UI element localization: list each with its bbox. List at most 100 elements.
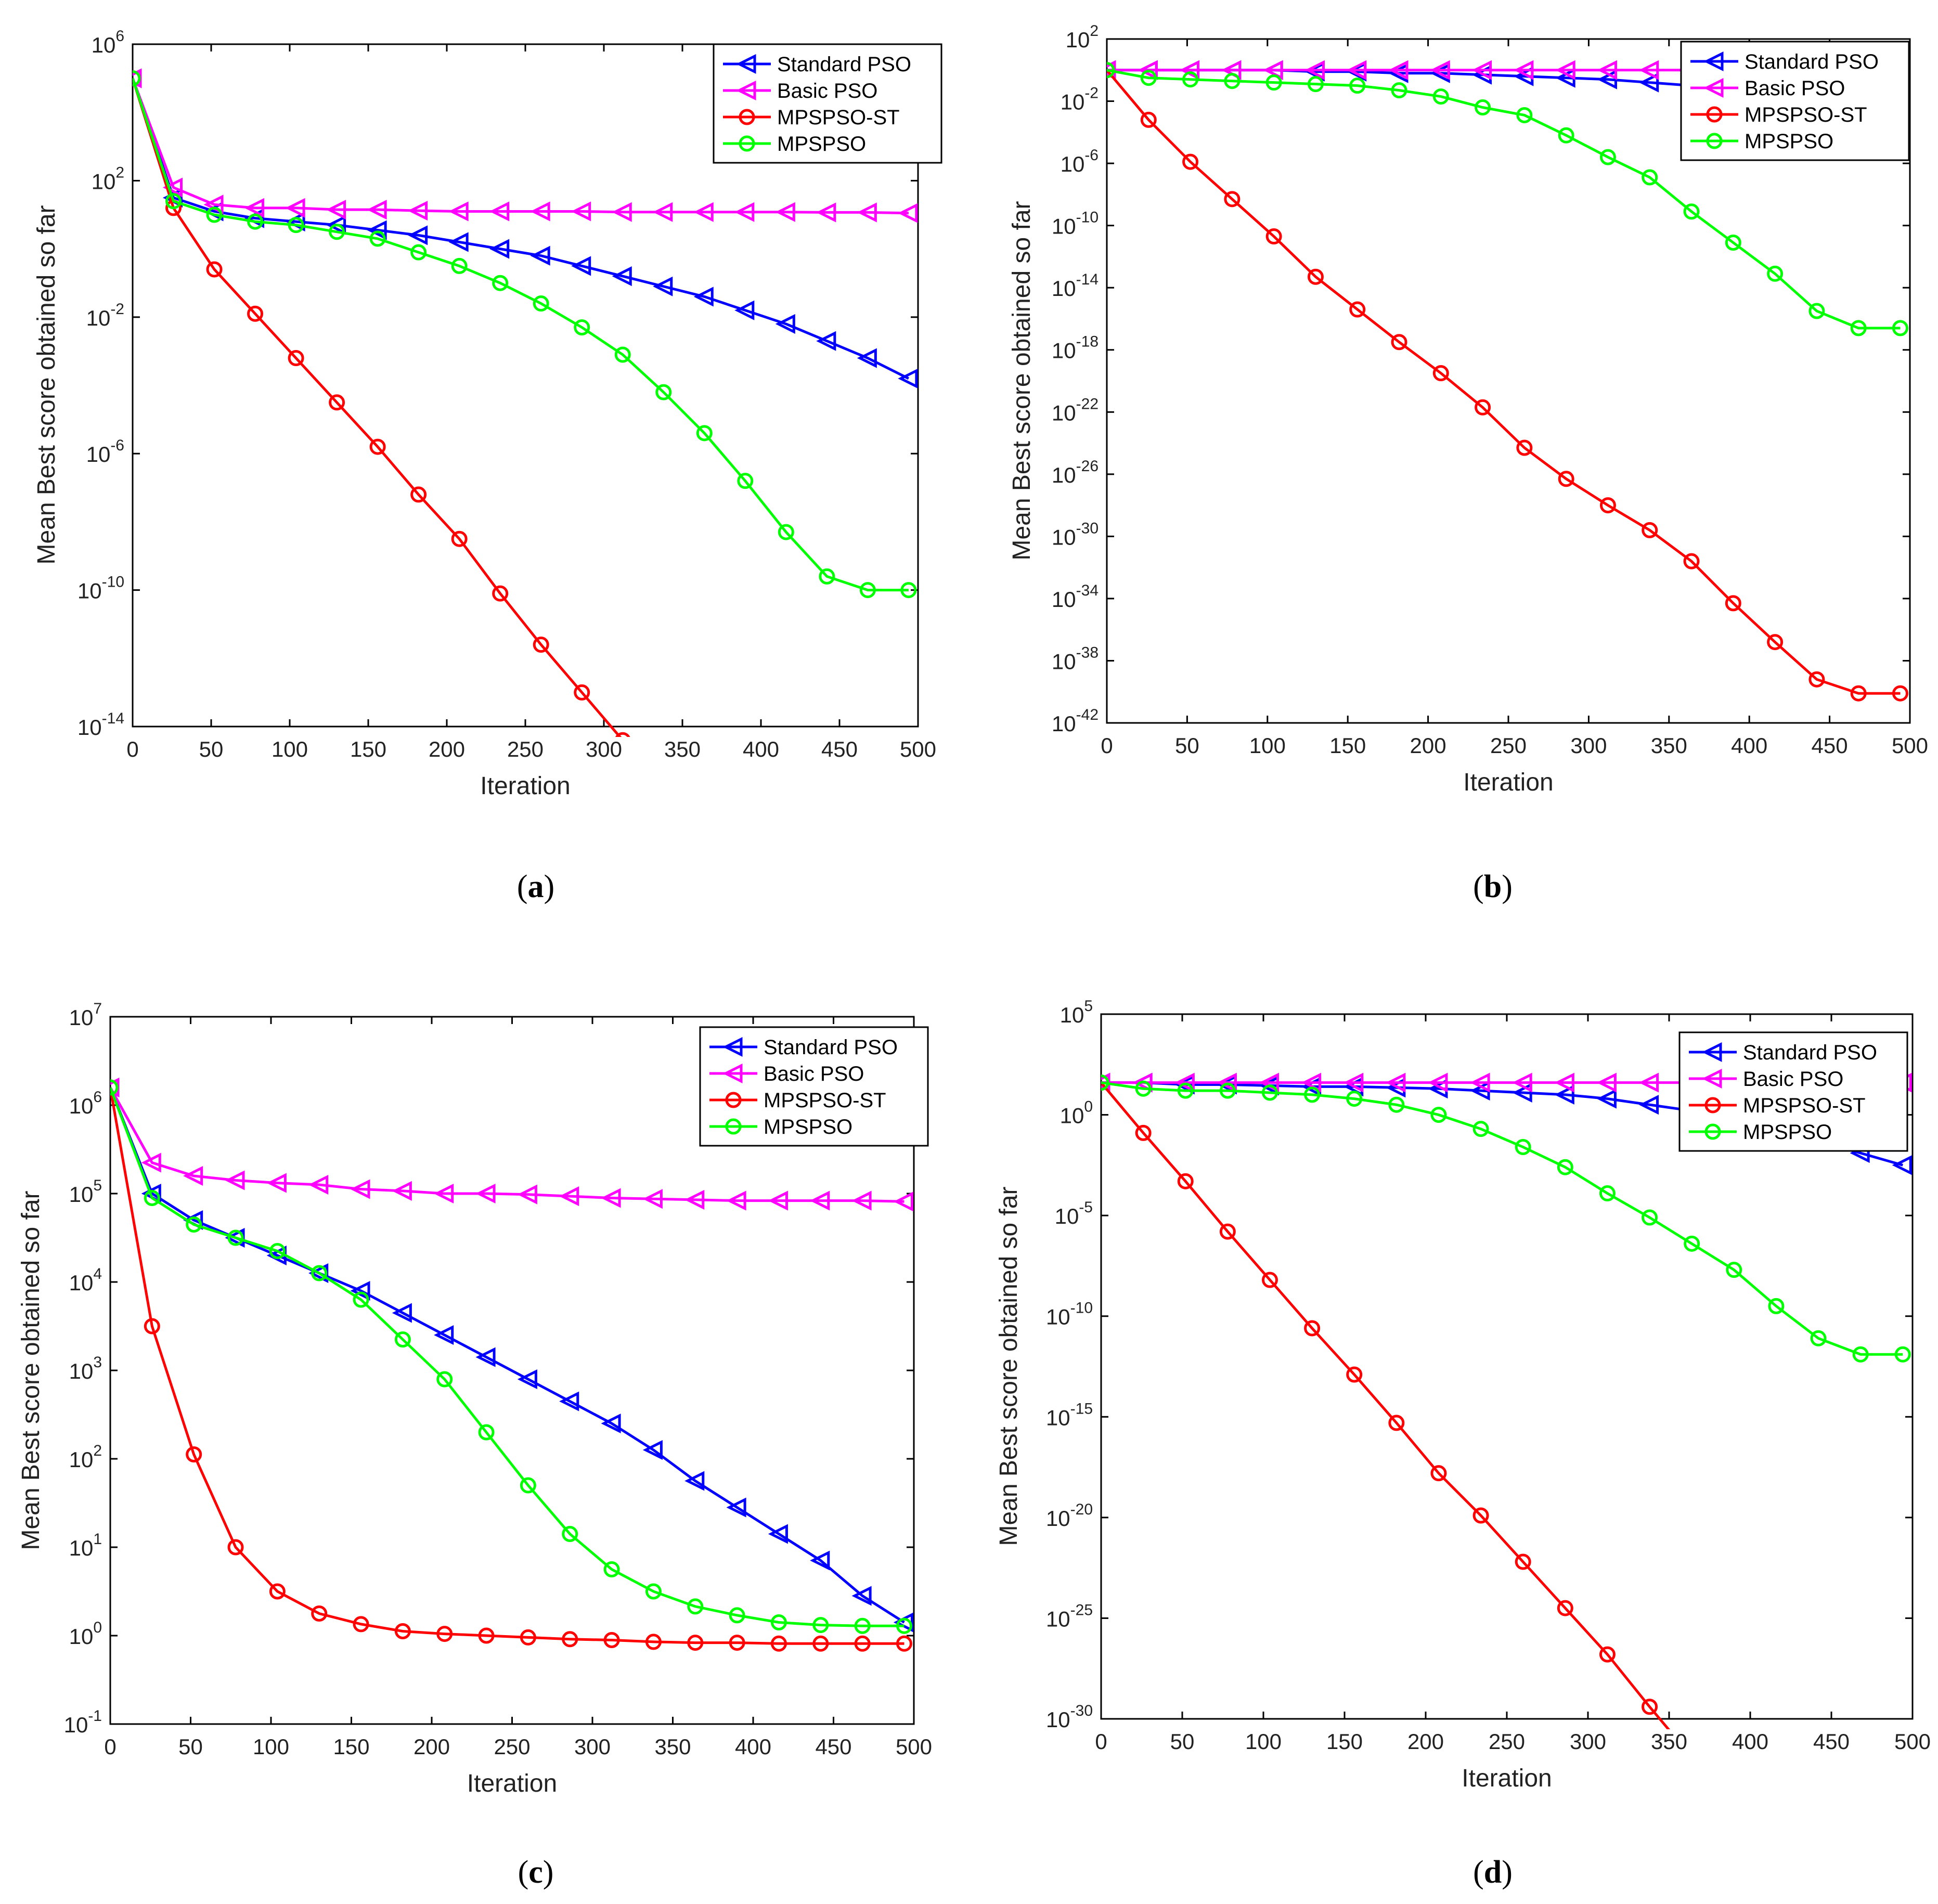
data-point [326,200,346,220]
data-point [896,1617,912,1634]
data-point [410,244,427,261]
data-point [206,206,223,223]
x-axis-label: Iteration [1462,1765,1552,1792]
x-tick-label: 500 [1892,733,1928,758]
series-line-mpspso-st [1101,1082,1671,1729]
legend-entry: Standard PSO [777,53,911,76]
data-point [1307,268,1324,285]
data-point [285,198,305,218]
data-point [684,1471,705,1491]
data-point [533,637,549,653]
y-tick-label: 10-22 [1052,395,1099,425]
data-point [1852,1346,1869,1363]
data-point [859,582,876,599]
data-point [350,1179,370,1199]
legend-marker [739,135,755,152]
data-point [1599,1185,1616,1202]
y-tick-label: 10-18 [1052,333,1099,363]
data-point [1101,1074,1109,1091]
data-point [408,225,428,245]
y-tick-label: 10-2 [86,301,124,330]
data-point [574,684,590,701]
data-point [857,202,877,223]
data-point [475,1183,496,1204]
data-point [247,305,264,322]
data-point [1767,265,1784,282]
data-point [768,1524,788,1544]
data-point [353,1291,369,1308]
data-point [645,1583,662,1600]
data-point [1597,69,1617,89]
data-point [642,1440,663,1460]
data-point [410,486,427,503]
data-point [478,1627,495,1644]
data-point [697,829,711,843]
x-axis-label: Iteration [1463,769,1553,796]
y-tick-label: 10-14 [77,710,124,740]
data-point [1219,1082,1236,1099]
data-point [1304,1086,1321,1103]
data-point [559,1391,579,1411]
data-point [851,1190,872,1211]
data-point [812,1617,829,1634]
data-point [367,220,387,240]
data-point [144,1318,160,1335]
data-point [612,266,632,287]
data-point [1812,1885,1825,1899]
data-point [1683,203,1700,220]
data-point [812,1635,829,1652]
data-point [448,201,469,222]
series-layer [110,1077,913,1652]
x-tick-label: 250 [494,1734,530,1759]
data-point [1138,60,1158,80]
legend-marker [1702,1068,1722,1089]
data-point [520,1477,536,1494]
data-point [517,1369,537,1390]
legend-entry: Basic PSO [777,80,877,102]
data-point [1432,88,1449,105]
legend-marker [736,54,756,74]
data-point [1347,60,1367,80]
x-tick-label: 0 [104,1734,116,1759]
data-point [247,213,264,230]
y-tick-label: 10-6 [86,437,124,467]
data-point [369,230,386,247]
x-tick-label: 150 [350,737,386,761]
data-point [133,70,141,87]
y-tick-label: 106 [69,1089,102,1118]
data-point [1599,497,1616,514]
data-point [520,1629,536,1646]
x-tick-label: 400 [743,737,779,761]
data-point [1265,74,1282,91]
data-point [186,1216,202,1233]
data-point [367,200,387,220]
data-point [642,1189,663,1209]
legend-marker [739,109,755,125]
data-point [1107,62,1115,79]
data-point [1343,1072,1364,1093]
data-point [1555,60,1575,80]
data-point [392,1181,412,1201]
data-point [165,193,182,210]
x-tick-label: 450 [1812,733,1848,758]
x-tick-label: 300 [586,737,622,761]
data-point [1512,1072,1532,1093]
data-point [206,261,223,278]
data-point [530,201,550,222]
data-point [1642,1699,1658,1715]
data-point [1472,1507,1489,1524]
data-point [436,1371,453,1388]
legend-marker [736,80,756,101]
legend: Standard PSO Basic PSO MPSPSO-ST MPSPSO [699,1026,929,1147]
data-point [1386,1072,1406,1093]
data-point [898,368,918,388]
y-tick-label: 10-2 [1061,85,1099,114]
data-point [737,473,754,489]
series-line-mpspso-st [133,77,622,737]
y-tick-label: 10-30 [1046,1702,1093,1732]
data-point [1346,1366,1363,1383]
panel-caption: (a) [517,869,554,904]
y-axis-label: Mean Best score obtained so far [995,1186,1023,1546]
y-tick-label: 10-30 [1052,520,1099,549]
data-point [1512,1082,1532,1103]
